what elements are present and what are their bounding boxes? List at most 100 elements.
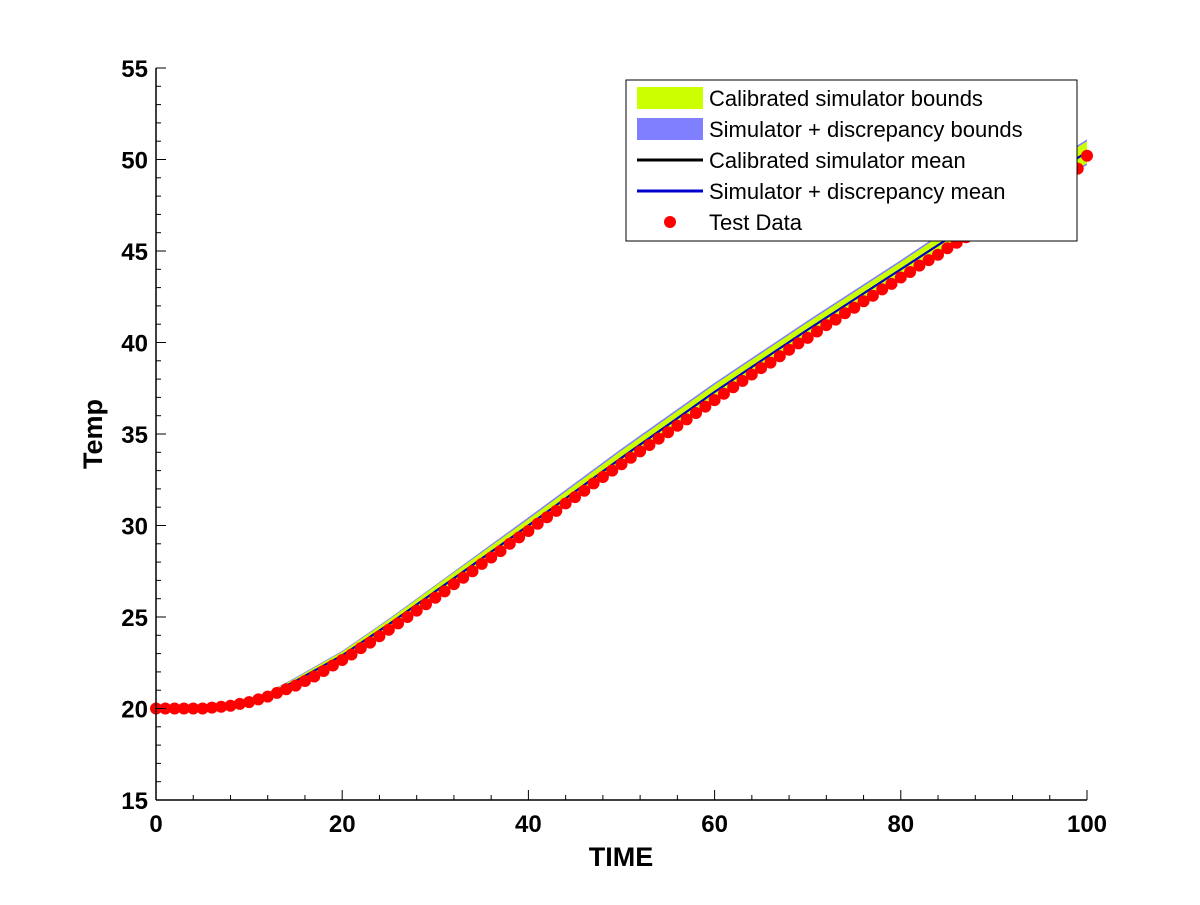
- x-tick-label: 20: [329, 811, 356, 838]
- y-tick-label: 40: [121, 331, 148, 358]
- y-tick-label: 25: [121, 605, 148, 632]
- test-data-point: [755, 362, 768, 375]
- test-data-point: [354, 642, 367, 655]
- test-data-point: [215, 700, 228, 713]
- test-data-point: [922, 254, 935, 267]
- test-data-point: [745, 368, 758, 381]
- test-data-point: [187, 702, 200, 715]
- test-data-point: [438, 585, 451, 598]
- test-data-point: [811, 325, 823, 338]
- x-tick-label: 100: [1067, 811, 1107, 838]
- test-data-point: [894, 271, 907, 284]
- legend-label-discrepancy-bounds: Simulator + discrepancy bounds: [709, 117, 1023, 142]
- test-data-point: [662, 426, 675, 439]
- test-data-point: [652, 432, 665, 445]
- test-data-point: [345, 648, 358, 661]
- test-data-point: [168, 702, 181, 715]
- test-data-point: [829, 313, 842, 326]
- test-data-point: [252, 693, 265, 706]
- legend-item-calibrated-mean: Calibrated simulator mean: [637, 148, 966, 173]
- test-data-point: [941, 242, 954, 255]
- legend: Calibrated simulator bounds Simulator + …: [625, 79, 1078, 242]
- test-data-point: [885, 277, 898, 290]
- test-data-point: [690, 407, 702, 419]
- test-data-point: [578, 484, 591, 497]
- test-data-point: [932, 248, 944, 261]
- test-data-point: [373, 630, 386, 643]
- test-data-point: [615, 458, 628, 471]
- test-data-point: [522, 525, 535, 537]
- test-data-point: [783, 343, 796, 356]
- test-data-point: [736, 374, 749, 387]
- x-axis-ticks: 0 20 40 60 80 100: [149, 790, 1107, 838]
- test-data-point: [457, 571, 470, 584]
- test-data-point: [326, 659, 339, 672]
- test-data-point: [205, 701, 218, 714]
- test-data-point: [606, 464, 619, 477]
- y-axis-title: Temp: [78, 399, 108, 469]
- test-data-point: [317, 665, 330, 677]
- legend-label-discrepancy-mean: Simulator + discrepancy mean: [709, 179, 1006, 204]
- test-data-point: [680, 413, 693, 426]
- legend-swatch-discrepancy-bounds: [637, 118, 703, 140]
- legend-swatch-calibrated-bounds: [637, 87, 703, 109]
- y-tick-label: 50: [121, 148, 148, 175]
- test-data-point: [550, 504, 563, 517]
- test-data-point: [708, 394, 721, 407]
- test-data-point: [308, 670, 321, 683]
- x-tick-label: 40: [515, 811, 542, 838]
- test-data-point: [1081, 149, 1093, 162]
- legend-item-test-data: Test Data: [664, 210, 803, 235]
- test-data-point: [857, 295, 870, 308]
- test-data-point: [494, 545, 507, 558]
- test-data-point: [410, 604, 423, 617]
- test-data-point: [596, 471, 609, 483]
- test-data-point: [503, 537, 516, 550]
- test-data-point: [531, 517, 544, 530]
- x-tick-label: 0: [149, 811, 162, 838]
- test-data-point: [559, 497, 572, 510]
- test-data-point: [717, 387, 730, 400]
- y-tick-label: 20: [121, 697, 148, 724]
- x-tick-label: 60: [701, 811, 728, 838]
- test-data-point: [447, 578, 460, 591]
- test-data-point: [392, 617, 405, 630]
- legend-label-calibrated-bounds: Calibrated simulator bounds: [709, 86, 983, 111]
- test-data-point: [243, 696, 256, 709]
- test-data-point: [261, 690, 274, 703]
- test-data-point: [271, 686, 283, 699]
- y-tick-label: 35: [121, 422, 148, 449]
- axes: 0 20 40 60 80 100 15 20 25 30 35 40 45 50 55 TIME Tem…: [78, 56, 1107, 872]
- x-axis-title: TIME: [589, 842, 654, 872]
- test-data-point: [289, 679, 302, 692]
- test-data-point: [792, 337, 805, 350]
- test-data-point: [382, 623, 395, 636]
- test-data-point: [820, 319, 833, 332]
- test-data-point: [838, 307, 851, 320]
- legend-item-discrepancy-mean: Simulator + discrepancy mean: [637, 179, 1006, 204]
- test-data-point: [224, 699, 237, 712]
- test-data-point: [541, 511, 553, 524]
- y-tick-label: 30: [121, 514, 148, 541]
- legend-marker-test-data: [664, 216, 676, 228]
- test-data-point: [671, 419, 684, 432]
- x-tick-label: 80: [887, 811, 914, 838]
- test-data-point: [196, 702, 209, 715]
- test-data-point: [587, 477, 600, 490]
- test-data-point: [475, 557, 488, 570]
- test-data-point: [634, 445, 647, 458]
- test-data-point: [177, 702, 190, 715]
- test-data-point: [866, 289, 879, 302]
- test-data-point: [876, 283, 889, 296]
- y-tick-label: 15: [121, 788, 148, 815]
- legend-label-test-data: Test Data: [709, 210, 803, 235]
- test-data-point: [466, 565, 479, 578]
- test-data-point: [764, 356, 777, 369]
- legend-label-calibrated-mean: Calibrated simulator mean: [709, 148, 966, 173]
- y-tick-label: 55: [121, 56, 148, 83]
- test-data-point: [727, 381, 740, 394]
- test-data-point: [420, 598, 432, 611]
- test-data-point: [364, 636, 377, 649]
